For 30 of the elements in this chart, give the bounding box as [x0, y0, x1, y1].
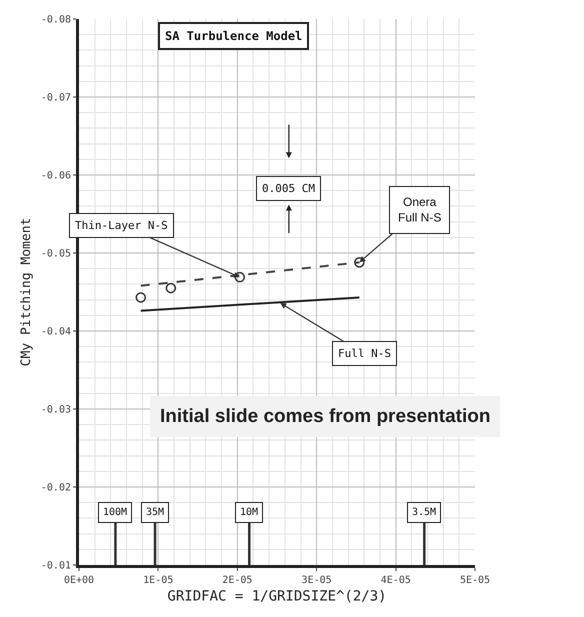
x-tick-label: 3E-05 — [302, 575, 332, 586]
point — [166, 282, 176, 294]
x-tick-label: 0E+00 — [64, 575, 94, 586]
y-tick-label: -0.06 — [40, 170, 71, 182]
point — [136, 292, 146, 303]
point — [354, 257, 365, 268]
y-axis-title: CMy Pitching Moment — [18, 218, 34, 366]
annotation: Full N-S — [338, 347, 391, 360]
y-tick-label: -0.02 — [40, 482, 71, 494]
point — [234, 272, 246, 282]
y-tick-label: -0.07 — [40, 92, 71, 104]
x-tick-label: 5E-05 — [460, 575, 490, 586]
x-tick-label: 2E-05 — [222, 575, 252, 586]
y-tick-label: -0.08 — [40, 14, 71, 26]
annotation: Onera Full N-S — [398, 195, 442, 225]
annotation: Initial slide comes from presentation — [160, 406, 490, 427]
y-tick-label: -0.03 — [40, 404, 71, 416]
annotation: Thin-Layer N-S — [75, 219, 168, 232]
ref-line-label: 10M — [240, 507, 258, 518]
ref-line-label: 3.5M — [412, 507, 436, 518]
annotation: 0.005 CM — [262, 182, 316, 195]
ref-line-label: 35M — [146, 507, 164, 518]
x-tick-label: 1E-05 — [143, 575, 174, 586]
ref-line-label: 100M — [103, 507, 128, 518]
x-axis-title: GRIDFAC = 1/GRIDSIZE^(2/3) — [167, 588, 387, 604]
y-tick-label: -0.05 — [40, 248, 71, 260]
y-tick-label: -0.04 — [40, 326, 71, 338]
y-tick-label: -0.01 — [40, 560, 71, 572]
annotation: SA Turbulence Model — [165, 29, 302, 43]
x-tick-label: 4E-05 — [380, 575, 411, 586]
